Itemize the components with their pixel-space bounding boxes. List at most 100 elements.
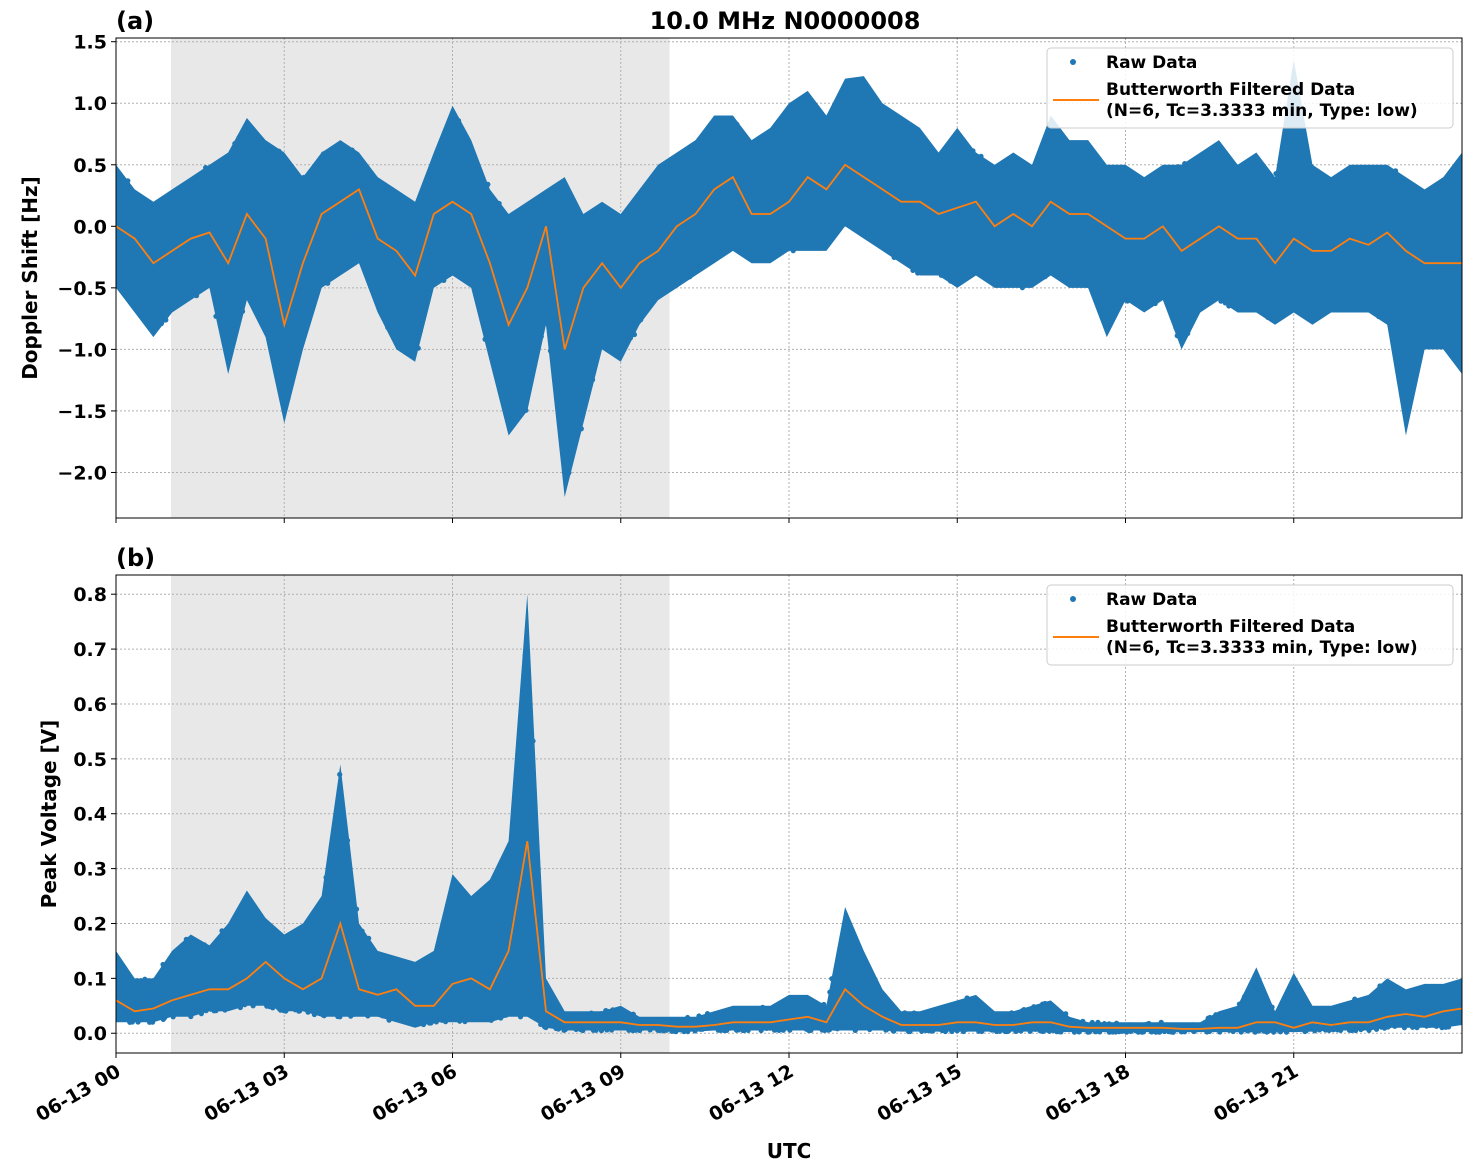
raw-data-point [796, 1023, 802, 1029]
raw-data-point [286, 209, 292, 216]
raw-data-point [444, 973, 450, 979]
raw-data-point [1407, 203, 1413, 209]
raw-data-point [1253, 211, 1259, 217]
raw-data-point [709, 1012, 715, 1019]
raw-data-point [1432, 265, 1438, 271]
raw-data-point [232, 141, 238, 147]
raw-data-point [1367, 293, 1374, 299]
raw-data-point [1126, 239, 1132, 246]
raw-data-point [972, 164, 978, 171]
raw-data-point [294, 328, 300, 334]
raw-data-point [393, 1005, 399, 1011]
raw-data-point [160, 212, 167, 218]
raw-data-point [1052, 241, 1058, 247]
raw-data-point [604, 1008, 610, 1014]
raw-data-point [1018, 169, 1024, 175]
raw-data-point [1177, 1023, 1183, 1029]
raw-data-point [311, 1011, 317, 1018]
raw-data-point [951, 249, 957, 256]
raw-data-point [1182, 160, 1188, 167]
raw-data-point [1248, 222, 1254, 228]
raw-data-point [496, 255, 502, 261]
raw-data-point [290, 274, 296, 280]
raw-data-point [602, 246, 608, 253]
raw-data-point [993, 1025, 999, 1031]
raw-data-point [165, 962, 171, 968]
y-tick-label: 0.0 [73, 1023, 107, 1045]
raw-data-point [880, 239, 887, 245]
raw-data-point [1071, 247, 1077, 253]
raw-data-point [858, 961, 864, 967]
raw-data-point [1445, 336, 1451, 342]
raw-data-point [1450, 314, 1456, 320]
raw-data-point [1436, 286, 1442, 292]
raw-data-point [1257, 1015, 1263, 1021]
raw-data-point [524, 925, 531, 931]
raw-data-point [1265, 314, 1271, 321]
raw-data-point [857, 95, 863, 101]
raw-data-point [246, 960, 253, 966]
raw-data-point [925, 268, 931, 274]
raw-data-point [999, 271, 1005, 277]
raw-data-point [1155, 243, 1161, 250]
raw-data-point [438, 264, 444, 270]
raw-data-point [229, 301, 235, 307]
raw-data-point [1131, 252, 1137, 258]
raw-data-point [140, 208, 146, 214]
raw-data-point [1065, 176, 1071, 182]
raw-data-point [189, 1007, 195, 1013]
raw-data-point [339, 251, 346, 257]
raw-data-point [596, 1023, 603, 1029]
raw-data-point [668, 167, 674, 173]
raw-data-point [1323, 283, 1329, 289]
raw-data-point [361, 933, 367, 939]
raw-data-point [659, 205, 665, 211]
raw-data-point [286, 317, 292, 323]
raw-data-point [451, 1002, 457, 1008]
raw-data-point [574, 377, 580, 383]
raw-data-point [758, 173, 765, 179]
raw-data-point [1376, 313, 1382, 320]
raw-data-point [1096, 247, 1102, 253]
raw-data-point [1090, 191, 1097, 197]
raw-data-point [1363, 183, 1370, 189]
raw-data-point [893, 214, 900, 221]
raw-data-point [348, 1013, 354, 1019]
raw-data-point [360, 215, 366, 221]
raw-data-point [979, 1006, 985, 1012]
raw-data-point [599, 299, 605, 305]
raw-data-point [910, 125, 916, 131]
raw-data-point [405, 1010, 411, 1016]
raw-data-point [355, 212, 361, 218]
data-area [116, 594, 1462, 1035]
legend-box [1046, 584, 1454, 666]
raw-data-point [827, 227, 833, 233]
raw-data-point [1014, 1016, 1020, 1022]
raw-data-point [1040, 1028, 1046, 1034]
raw-data-point [735, 1027, 742, 1033]
raw-data-point [1405, 235, 1411, 241]
raw-data-point [276, 1005, 282, 1011]
raw-data-point [199, 184, 205, 190]
raw-data-point [704, 208, 710, 214]
raw-data-point [1387, 196, 1393, 203]
raw-data-point [559, 253, 566, 259]
raw-data-point [1351, 1008, 1357, 1014]
raw-data-point [1282, 199, 1288, 205]
raw-data-point [1019, 285, 1026, 291]
y-axis-label-b: Peak Voltage [V] [37, 720, 61, 909]
raw-data-point [543, 1022, 549, 1028]
raw-data-point [1172, 180, 1178, 186]
raw-data-point [441, 277, 447, 284]
raw-data-point [1221, 151, 1227, 157]
raw-data-point [1244, 201, 1250, 207]
raw-data-point [1198, 188, 1205, 194]
raw-data-point [1133, 1028, 1139, 1034]
raw-data-point [297, 203, 303, 209]
raw-data-point [120, 1008, 127, 1014]
raw-data-point [1183, 315, 1190, 321]
raw-data-point [411, 280, 418, 286]
raw-data-point [638, 317, 644, 323]
raw-data-point [803, 155, 809, 161]
raw-data-point [618, 343, 624, 349]
